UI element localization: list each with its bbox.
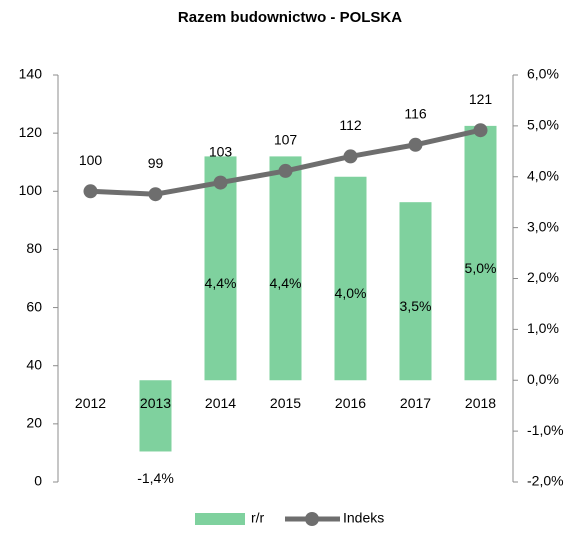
line-value-label: 103 [209, 143, 233, 159]
y2-tick-label: 1,0% [527, 320, 559, 336]
x-tick-label: 2014 [205, 395, 236, 411]
y2-tick-label: 6,0% [527, 66, 559, 82]
bar-value-label: 4,4% [205, 275, 237, 291]
line-marker [148, 187, 163, 202]
line-marker [83, 184, 98, 199]
y2-tick-label: 4,0% [527, 167, 559, 183]
line-value-label: 107 [274, 132, 298, 148]
line-value-label: 112 [339, 117, 362, 133]
line-marker [343, 149, 358, 164]
bar [464, 125, 497, 381]
y-tick-label: 60 [26, 298, 42, 314]
y2-tick-label: -1,0% [527, 422, 564, 438]
line-value-label: 100 [79, 152, 103, 168]
bar [269, 156, 302, 381]
line-marker [473, 123, 488, 138]
bar [399, 202, 432, 381]
y-tick-label: 0 [34, 473, 42, 489]
x-tick-label: 2018 [465, 395, 496, 411]
legend-marker [305, 512, 319, 526]
line-marker [213, 175, 228, 190]
y-tick-label: 100 [19, 182, 43, 198]
bar-value-label: -1,4% [137, 470, 174, 486]
x-tick-label: 2013 [140, 395, 171, 411]
line-value-label: 121 [469, 91, 493, 107]
y2-tick-label: 5,0% [527, 117, 559, 133]
y2-tick-label: 2,0% [527, 269, 559, 285]
x-tick-label: 2017 [400, 395, 431, 411]
legend-label: Indeks [343, 510, 384, 526]
bar-value-label: 3,5% [400, 298, 432, 314]
bar [204, 156, 237, 381]
x-tick-label: 2015 [270, 395, 301, 411]
legend-label: r/r [251, 510, 265, 526]
y-tick-label: 140 [19, 66, 43, 82]
legend-swatch [195, 513, 245, 525]
y-tick-label: 20 [26, 415, 42, 431]
line-marker [278, 163, 293, 178]
x-tick-label: 2012 [75, 395, 106, 411]
x-tick-label: 2016 [335, 395, 366, 411]
y2-tick-label: 0,0% [527, 371, 559, 387]
y2-tick-label: -2,0% [527, 473, 564, 489]
y-tick-label: 40 [26, 356, 42, 372]
y-tick-label: 120 [19, 124, 43, 140]
chart-title: Razem budownictwo - POLSKA [178, 9, 402, 26]
y-tick-label: 80 [26, 240, 42, 256]
line-value-label: 99 [148, 155, 164, 171]
bar-value-label: 4,0% [335, 285, 367, 301]
bar-value-label: 5,0% [465, 260, 497, 276]
bar-value-label: 4,4% [270, 275, 302, 291]
y2-tick-label: 3,0% [527, 218, 559, 234]
line-value-label: 116 [404, 105, 427, 121]
bar [139, 380, 172, 452]
bar [334, 176, 367, 381]
line-marker [408, 137, 423, 152]
